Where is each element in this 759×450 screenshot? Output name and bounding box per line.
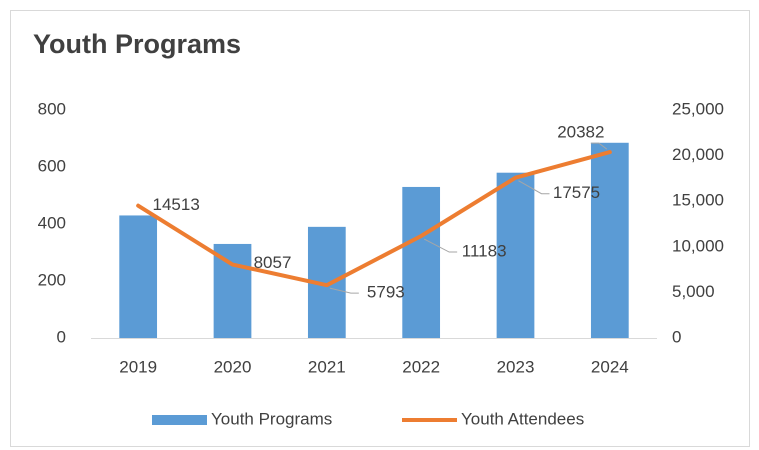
leader-line bbox=[329, 287, 359, 294]
line bbox=[136, 150, 612, 288]
y2-tick-label: 0 bbox=[672, 327, 681, 346]
y-tick-label: 800 bbox=[38, 99, 66, 118]
data-label: 14513 bbox=[153, 195, 200, 214]
chart-title: Youth Programs bbox=[33, 29, 241, 59]
bar bbox=[213, 243, 252, 338]
y-tick-label: 600 bbox=[38, 156, 66, 175]
y2-tick-label: 5,000 bbox=[672, 282, 715, 301]
legend-label: Youth Attendees bbox=[461, 409, 584, 428]
y-tick-label: 200 bbox=[38, 270, 66, 289]
x-tick-label: 2021 bbox=[308, 357, 346, 376]
data-label: 5793 bbox=[367, 283, 405, 302]
x-tick-label: 2020 bbox=[214, 357, 252, 376]
x-tick-label: 2022 bbox=[402, 357, 440, 376]
legend-label: Youth Programs bbox=[211, 409, 332, 428]
leader-line bbox=[590, 142, 608, 150]
bar bbox=[496, 172, 535, 338]
data-label: 11183 bbox=[462, 241, 507, 260]
bar bbox=[119, 215, 158, 338]
data-label: 20382 bbox=[557, 123, 604, 142]
y2-tick-label: 10,000 bbox=[672, 236, 724, 255]
x-tick-label: 2024 bbox=[591, 357, 629, 376]
x-tick-label: 2019 bbox=[119, 357, 157, 376]
leader-line bbox=[518, 180, 550, 195]
bar bbox=[402, 186, 441, 338]
bar bbox=[590, 142, 629, 338]
x-tick-label: 2023 bbox=[497, 357, 535, 376]
y2-tick-label: 15,000 bbox=[672, 191, 724, 210]
data-label: 17575 bbox=[553, 183, 600, 202]
y-tick-label: 400 bbox=[38, 213, 66, 232]
y2-tick-label: 25,000 bbox=[672, 99, 724, 118]
data-label: 8057 bbox=[254, 253, 292, 272]
legend-swatch bbox=[152, 415, 207, 425]
y2-tick-label: 20,000 bbox=[672, 145, 724, 164]
y-tick-label: 0 bbox=[57, 327, 66, 346]
leader-line bbox=[423, 238, 458, 253]
